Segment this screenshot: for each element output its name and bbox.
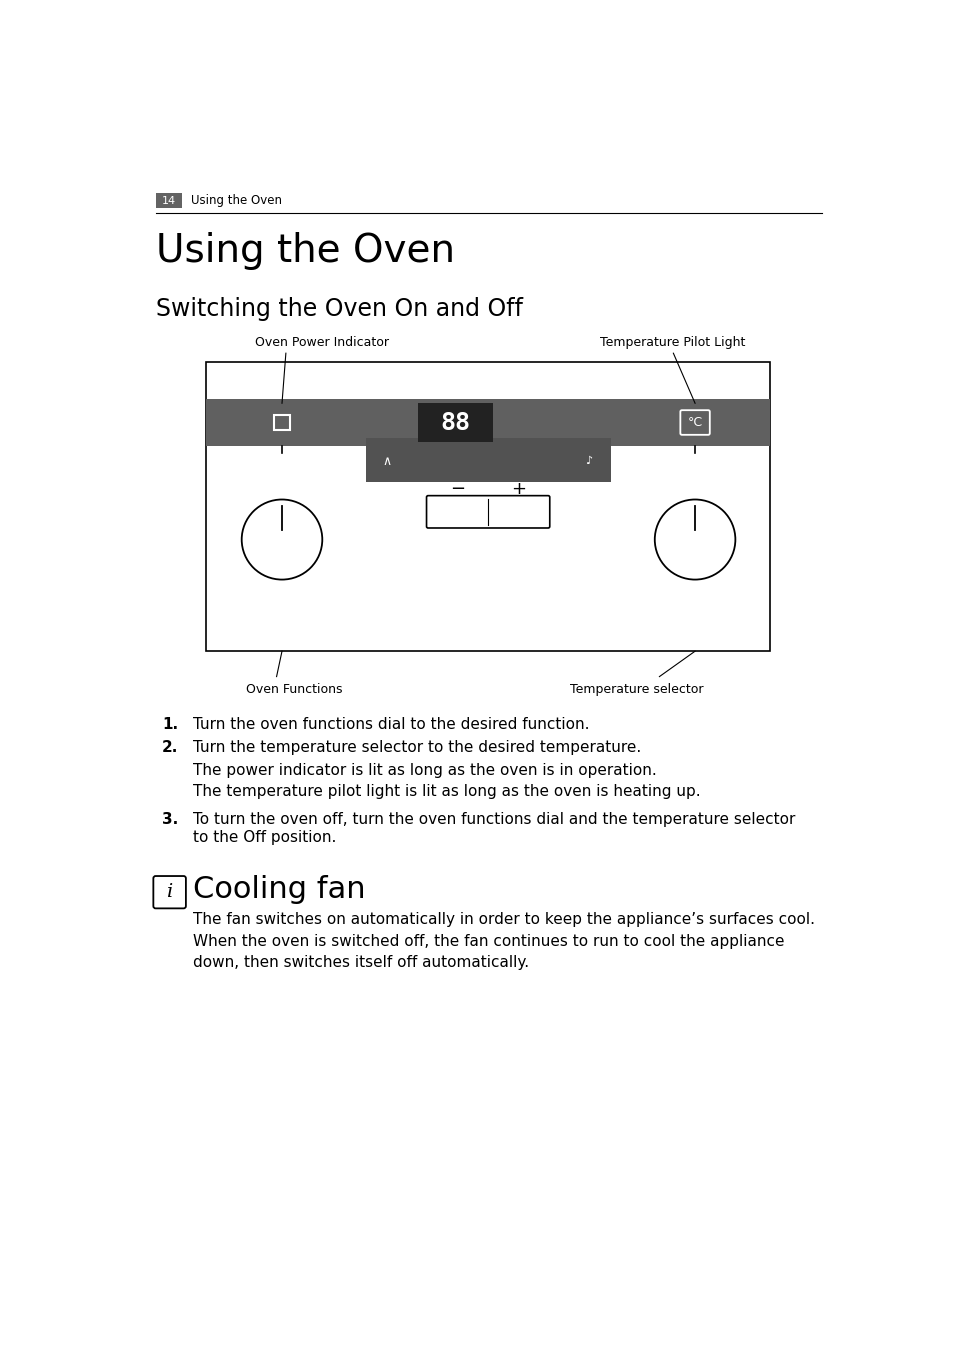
Text: ♪: ♪ [585,457,592,466]
Bar [206,399,769,446]
Text: Turn the temperature selector to the desired temperature.: Turn the temperature selector to the des… [193,740,640,754]
Text: Temperature selector: Temperature selector [570,683,703,696]
Text: The power indicator is lit as long as the oven is in operation.: The power indicator is lit as long as th… [193,763,656,777]
Text: 3.: 3. [162,813,178,827]
Text: Oven Functions: Oven Functions [245,683,342,696]
Text: Using the Oven: Using the Oven [155,231,455,269]
Text: 88: 88 [440,411,470,434]
Text: Using the Oven: Using the Oven [192,195,282,207]
Text: Cooling fan: Cooling fan [193,875,365,904]
Text: The temperature pilot light is lit as long as the oven is heating up.: The temperature pilot light is lit as lo… [193,784,700,799]
FancyBboxPatch shape [153,876,186,909]
Bar [274,415,290,430]
Bar [418,403,493,442]
Bar [206,362,769,652]
Text: °C: °C [687,416,702,429]
Text: 2.: 2. [162,740,178,754]
Text: To turn the oven off, turn the oven functions dial and the temperature selector
: To turn the oven off, turn the oven func… [193,813,795,845]
Text: 1.: 1. [162,717,178,731]
Text: Switching the Oven On and Off: Switching the Oven On and Off [155,297,522,320]
Text: ∧: ∧ [382,454,392,468]
Circle shape [241,499,322,580]
FancyBboxPatch shape [426,496,549,529]
Text: Turn the oven functions dial to the desired function.: Turn the oven functions dial to the desi… [193,717,589,731]
Text: The fan switches on automatically in order to keep the appliance’s surfaces cool: The fan switches on automatically in ord… [193,913,814,971]
Circle shape [654,499,735,580]
Text: Temperature Pilot Light: Temperature Pilot Light [599,337,744,349]
Bar [365,438,610,481]
Bar [155,193,182,208]
Text: i: i [167,883,172,902]
Text: Oven Power Indicator: Oven Power Indicator [254,337,389,349]
Text: −: − [450,480,465,499]
Text: +: + [510,480,525,499]
Text: 14: 14 [162,196,175,206]
